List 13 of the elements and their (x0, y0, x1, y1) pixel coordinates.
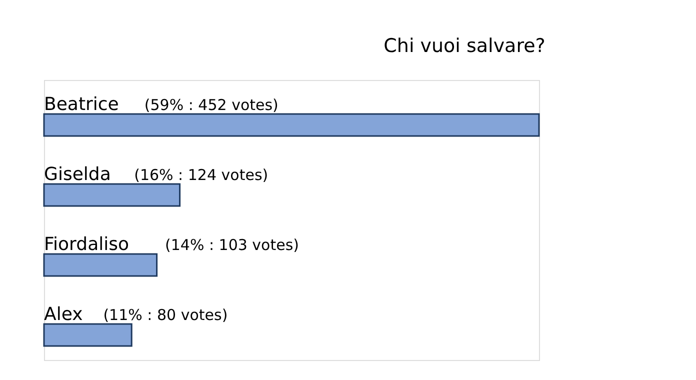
data-label: (16% : 124 votes) (134, 166, 268, 184)
y-tick-label: Beatrice (44, 94, 119, 115)
y-tick-label: Fiordaliso (44, 234, 129, 255)
bar (43, 113, 540, 137)
bar (43, 183, 181, 207)
data-label: (11% : 80 votes) (103, 306, 228, 324)
bar (43, 253, 158, 277)
chart-title: Chi vuoi salvare? (384, 35, 546, 57)
data-label: (14% : 103 votes) (165, 236, 300, 254)
y-tick-label: Alex (44, 304, 84, 325)
bar (43, 323, 132, 347)
y-tick-label: Giselda (44, 164, 111, 185)
data-label: (59% : 452 votes) (144, 96, 278, 114)
